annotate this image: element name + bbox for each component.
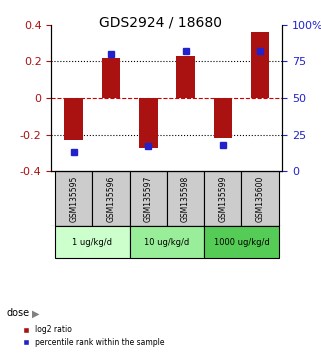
Text: GSM135597: GSM135597	[144, 176, 153, 222]
Bar	[213, 98, 232, 138]
FancyBboxPatch shape	[167, 171, 204, 226]
FancyBboxPatch shape	[241, 171, 279, 226]
Text: 10 ug/kg/d: 10 ug/kg/d	[144, 238, 189, 247]
Text: GSM135596: GSM135596	[107, 176, 116, 222]
Text: GSM135600: GSM135600	[256, 176, 265, 222]
FancyBboxPatch shape	[92, 171, 130, 226]
Text: 1000 ug/kg/d: 1000 ug/kg/d	[213, 238, 269, 247]
Legend: log2 ratio, percentile rank within the sample: log2 ratio, percentile rank within the s…	[20, 322, 168, 350]
FancyBboxPatch shape	[130, 171, 167, 226]
Bar	[176, 56, 195, 98]
Bar	[102, 58, 120, 98]
FancyBboxPatch shape	[204, 171, 241, 226]
Text: 1 ug/kg/d: 1 ug/kg/d	[72, 238, 112, 247]
Text: dose: dose	[6, 308, 30, 318]
Text: ▶: ▶	[32, 308, 39, 318]
Text: GDS2924 / 18680: GDS2924 / 18680	[99, 16, 222, 30]
Text: GSM135598: GSM135598	[181, 176, 190, 222]
Bar	[251, 32, 269, 98]
Bar	[65, 98, 83, 140]
FancyBboxPatch shape	[204, 226, 279, 258]
Text: GSM135595: GSM135595	[69, 176, 78, 222]
FancyBboxPatch shape	[55, 171, 92, 226]
FancyBboxPatch shape	[55, 226, 130, 258]
FancyBboxPatch shape	[130, 226, 204, 258]
Text: GSM135599: GSM135599	[218, 176, 227, 222]
Bar	[139, 98, 158, 148]
